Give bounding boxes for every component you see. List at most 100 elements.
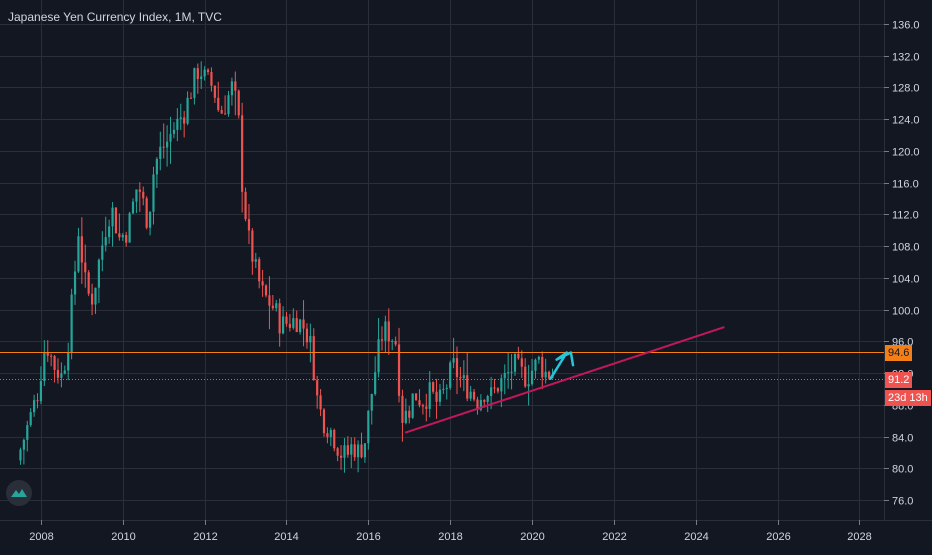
time-tick-label: 2028	[847, 531, 871, 543]
candle-body	[220, 110, 223, 114]
candle-body	[166, 141, 169, 148]
candle-body	[53, 356, 56, 370]
candle-body	[101, 245, 104, 260]
candle-body	[312, 336, 315, 381]
candle-body	[217, 97, 220, 111]
candle-body	[503, 373, 506, 379]
candle-body	[111, 207, 114, 227]
candle-body	[261, 281, 264, 286]
time-tick-label: 2016	[356, 531, 380, 543]
candle-body	[22, 439, 25, 450]
time-tick-label: 2026	[766, 531, 790, 543]
candle-body	[145, 198, 148, 228]
candle-body	[377, 339, 380, 373]
candle-body	[384, 321, 387, 341]
candle-body	[513, 353, 517, 372]
candle-body	[397, 344, 401, 396]
candle-body	[462, 375, 465, 379]
candle-body	[421, 405, 425, 407]
candle-body	[524, 366, 527, 387]
candle-body	[357, 444, 360, 458]
candle-body	[292, 318, 295, 328]
candle-body	[326, 433, 329, 437]
candle-body	[84, 262, 87, 273]
candle-body	[428, 382, 431, 409]
candle-body	[547, 371, 551, 379]
candle-body	[391, 340, 394, 342]
candle-body	[121, 235, 124, 238]
candle-body	[438, 389, 442, 402]
candle-body	[131, 201, 135, 214]
candle-body	[172, 129, 176, 134]
candle-body	[227, 95, 230, 114]
candle-body	[299, 319, 302, 333]
candle-body	[455, 358, 459, 378]
candle-body	[319, 395, 322, 410]
candle-body	[418, 400, 421, 406]
candle-body	[408, 410, 411, 418]
candle-body	[425, 406, 428, 409]
candle-body	[142, 191, 145, 199]
candle-body	[94, 287, 97, 305]
candle-body	[534, 359, 537, 371]
candle-body	[370, 393, 373, 411]
candle-body	[541, 356, 544, 378]
time-axis[interactable]: 2008 2010 2012 2014 2016 2018 2020 2022 2024 2026…	[29, 520, 872, 543]
candle-body	[530, 370, 534, 385]
candle-body	[148, 211, 152, 228]
candle-body	[329, 429, 332, 437]
candle-body	[353, 444, 356, 458]
candle-body	[507, 372, 510, 374]
price-tick-label: 112.0	[892, 210, 919, 222]
time-tick-label: 2024	[684, 531, 708, 543]
candle-body	[159, 146, 162, 159]
candle-body	[70, 294, 73, 353]
candle-body	[97, 259, 101, 288]
candle-body	[118, 233, 121, 238]
candle-body	[90, 293, 94, 305]
candle-body	[350, 444, 353, 455]
price-tick-label: 84.0	[892, 433, 913, 445]
candle-body	[87, 272, 90, 294]
candle-body	[333, 429, 336, 449]
candle-body	[346, 445, 349, 455]
candle-body	[213, 85, 216, 98]
candle-body	[404, 410, 407, 423]
time-tick-label: 2008	[29, 531, 53, 543]
candle-body	[241, 115, 244, 192]
candle-body	[264, 285, 268, 296]
candle-body	[394, 340, 397, 345]
candle-body	[125, 235, 128, 243]
candle-body	[80, 236, 83, 263]
candle-body	[152, 174, 155, 212]
current-price-label: 91.2	[885, 371, 913, 388]
tradingview-logo-icon[interactable]	[6, 480, 32, 506]
candle-body	[537, 356, 540, 360]
candle-body	[486, 396, 489, 402]
candle-body	[459, 377, 462, 379]
candle-body	[183, 117, 186, 124]
candle-body	[387, 321, 390, 342]
candle-body	[479, 400, 482, 410]
candle-body	[493, 387, 496, 389]
candle-body	[67, 352, 70, 371]
candle-body	[60, 373, 63, 378]
candle-body	[295, 318, 298, 333]
candle-body	[254, 259, 257, 262]
candle-body	[77, 236, 80, 272]
candle-body	[271, 305, 274, 309]
candle-body	[360, 444, 363, 458]
candle-body	[302, 319, 305, 329]
candle-body	[108, 226, 111, 238]
candle-body	[520, 358, 523, 367]
candle-body	[189, 97, 193, 99]
candle-body	[268, 295, 271, 306]
price-tick-label: 76.0	[892, 496, 913, 508]
candle-body	[200, 76, 203, 80]
candle-body	[490, 387, 493, 397]
candle-body	[104, 237, 107, 246]
candle-body	[247, 219, 251, 231]
